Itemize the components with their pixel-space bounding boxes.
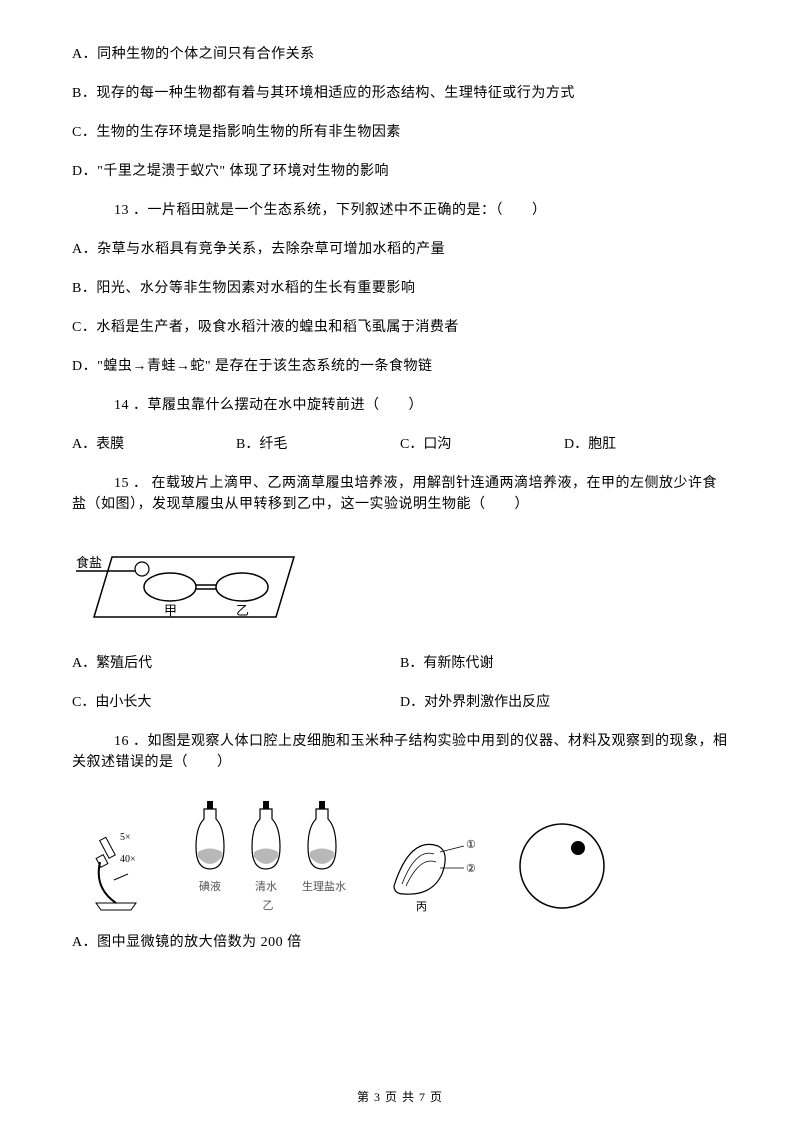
- q15-option-a: A．繁殖后代: [72, 653, 400, 674]
- q12-option-b: B．现存的每一种生物都有着与其环境相适应的形态结构、生理特征或行为方式: [72, 83, 728, 104]
- cell-icon: [514, 818, 610, 914]
- seed-mark-2: ②: [466, 863, 476, 875]
- q14-option-b: B．纤毛: [236, 434, 400, 455]
- q12-option-c: C．生物的生存环境是指影响生物的所有非生物因素: [72, 122, 728, 143]
- mag-5x: 5×: [120, 832, 131, 843]
- q15-stem: 15 ． 在载玻片上滴甲、乙两滴草履虫培养液，用解剖针连通两滴培养液，在甲的左侧…: [72, 473, 728, 515]
- q13-option-a: A．杂草与水稻具有竞争关系，去除杂草可增加水稻的产量: [72, 239, 728, 260]
- q14-stem: 14 ．草履虫靠什么摆动在水中旋转前进（ ）: [72, 395, 728, 416]
- page-footer: 第 3 页 共 7 页: [0, 1088, 800, 1106]
- seed-icon: ① ② 丙: [380, 818, 480, 914]
- yi-label: 乙: [236, 603, 249, 618]
- q12-option-a: A．同种生物的个体之间只有合作关系: [72, 44, 728, 65]
- q14-option-d: D．胞肛: [564, 434, 728, 455]
- q13-option-b: B．阳光、水分等非生物因素对水稻的生长有重要影响: [72, 278, 728, 299]
- bottle-2: 清水: [246, 797, 286, 896]
- bottle-2-label: 清水: [246, 879, 286, 896]
- q16-stem: 16 ．如图是观察人体口腔上皮细胞和玉米种子结构实验中用到的仪器、材料及观察到的…: [72, 731, 728, 773]
- q13-option-d: D．"蝗虫→青蛙→蛇" 是存在于该生态系统的一条食物链: [72, 356, 728, 377]
- bottles-yi-label: 乙: [190, 898, 346, 915]
- seed-jia-label: 丙: [416, 901, 427, 913]
- bottle-1: 碘液: [190, 797, 230, 896]
- bottle-3: 生理盐水: [302, 797, 346, 896]
- q14-option-a: A．表膜: [72, 434, 236, 455]
- jia-label: 甲: [164, 603, 177, 618]
- microscope-icon: 5× 40×: [76, 818, 156, 914]
- q13-option-c: C．水稻是生产者，吸食水稻汁液的蝗虫和稻飞虱属于消费者: [72, 317, 728, 338]
- mag-40x: 40×: [120, 854, 136, 865]
- bottle-1-label: 碘液: [190, 879, 230, 896]
- bottles-group: 碘液 清水 生理盐水 乙: [190, 797, 346, 914]
- q15-options-row1: A．繁殖后代 B．有新陈代谢: [72, 653, 728, 674]
- bottle-3-label: 生理盐水: [302, 879, 346, 896]
- seed-mark-1: ①: [466, 839, 476, 851]
- q15-option-c: C．由小长大: [72, 692, 400, 713]
- q12-option-d: D．"千里之堤溃于蚁穴" 体现了环境对生物的影响: [72, 161, 728, 182]
- q13-stem: 13 ．一片稻田就是一个生态系统，下列叙述中不正确的是：（ ）: [72, 200, 728, 221]
- q16-option-a: A．图中显微镜的放大倍数为 200 倍: [72, 932, 728, 953]
- q16-diagram: 5× 40× 碘液 清水: [76, 797, 728, 914]
- q14-options: A．表膜 B．纤毛 C．口沟 D．胞肛: [72, 434, 728, 455]
- q15-option-b: B．有新陈代谢: [400, 653, 728, 674]
- q15-option-d: D．对外界刺激作出反应: [400, 692, 728, 713]
- q15-options-row2: C．由小长大 D．对外界刺激作出反应: [72, 692, 728, 713]
- salt-label: 食盐: [76, 555, 102, 570]
- q14-option-c: C．口沟: [400, 434, 564, 455]
- q15-diagram: 食盐 甲 乙: [76, 539, 316, 629]
